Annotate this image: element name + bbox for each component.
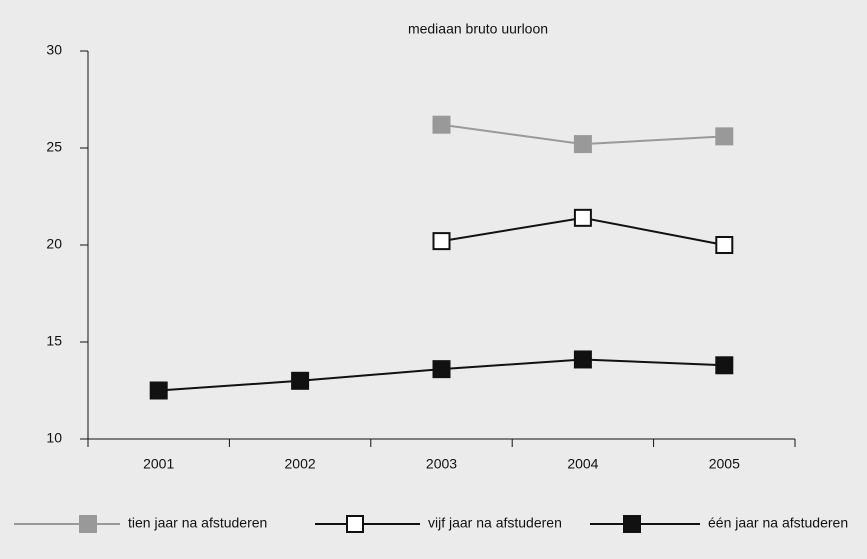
marker xyxy=(715,127,734,146)
x-tick-label: 2003 xyxy=(426,456,457,472)
marker xyxy=(432,360,451,379)
y-tick-label: 25 xyxy=(46,139,62,155)
legend-marker xyxy=(346,515,364,533)
chart-title: mediaan bruto uurloon xyxy=(408,21,548,37)
marker xyxy=(573,135,592,154)
y-tick-label: 10 xyxy=(46,430,62,446)
y-tick-label: 20 xyxy=(46,236,62,252)
x-tick-label: 2001 xyxy=(143,456,174,472)
x-tick-label: 2004 xyxy=(567,456,598,472)
legend-marker xyxy=(623,515,641,533)
y-tick-label: 30 xyxy=(46,42,62,58)
marker xyxy=(573,208,592,227)
marker xyxy=(715,356,734,375)
marker xyxy=(715,236,734,254)
marker xyxy=(432,115,451,134)
marker xyxy=(149,381,168,400)
marker xyxy=(432,232,451,251)
legend-label: vijf jaar na afstuderen xyxy=(428,515,562,531)
legend-label: één jaar na afstuderen xyxy=(708,515,848,531)
legend-label: tien jaar na afstuderen xyxy=(128,515,267,531)
marker xyxy=(291,371,310,390)
marker xyxy=(573,350,592,369)
x-tick-label: 2005 xyxy=(709,456,740,472)
y-tick-label: 15 xyxy=(46,333,62,349)
legend-marker xyxy=(79,515,97,533)
x-tick-label: 2002 xyxy=(285,456,316,472)
